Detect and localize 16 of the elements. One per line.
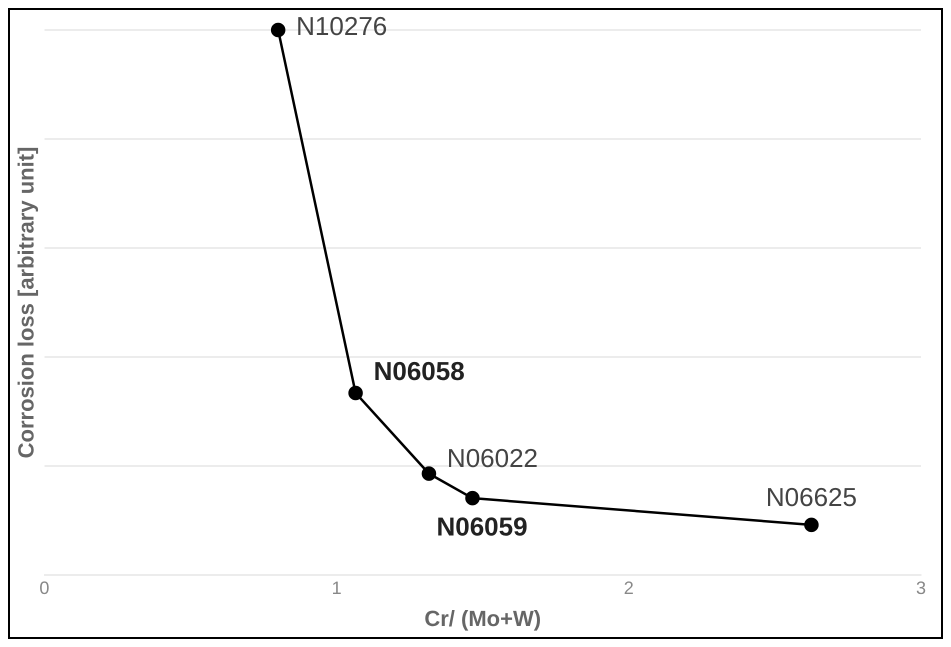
annotation: N10276	[296, 11, 388, 42]
x-tick-label: 1	[332, 578, 342, 598]
annotation: N06058	[374, 356, 465, 386]
annotation: N06625	[766, 482, 857, 512]
x-tick-label: 3	[916, 578, 926, 598]
x-tick-label: 2	[624, 578, 634, 598]
annotation: N06059	[436, 511, 528, 542]
annotation: N06022	[446, 442, 538, 473]
point	[422, 466, 436, 481]
point	[270, 22, 286, 38]
point	[348, 386, 363, 400]
x-axis-title: Cr/ (Mo+W)	[424, 606, 542, 631]
y-axis-title: Corrosion loss [arbitrary unit]	[13, 146, 38, 458]
x-tick-label: 0	[39, 578, 50, 598]
point	[804, 518, 819, 532]
point	[465, 490, 480, 506]
